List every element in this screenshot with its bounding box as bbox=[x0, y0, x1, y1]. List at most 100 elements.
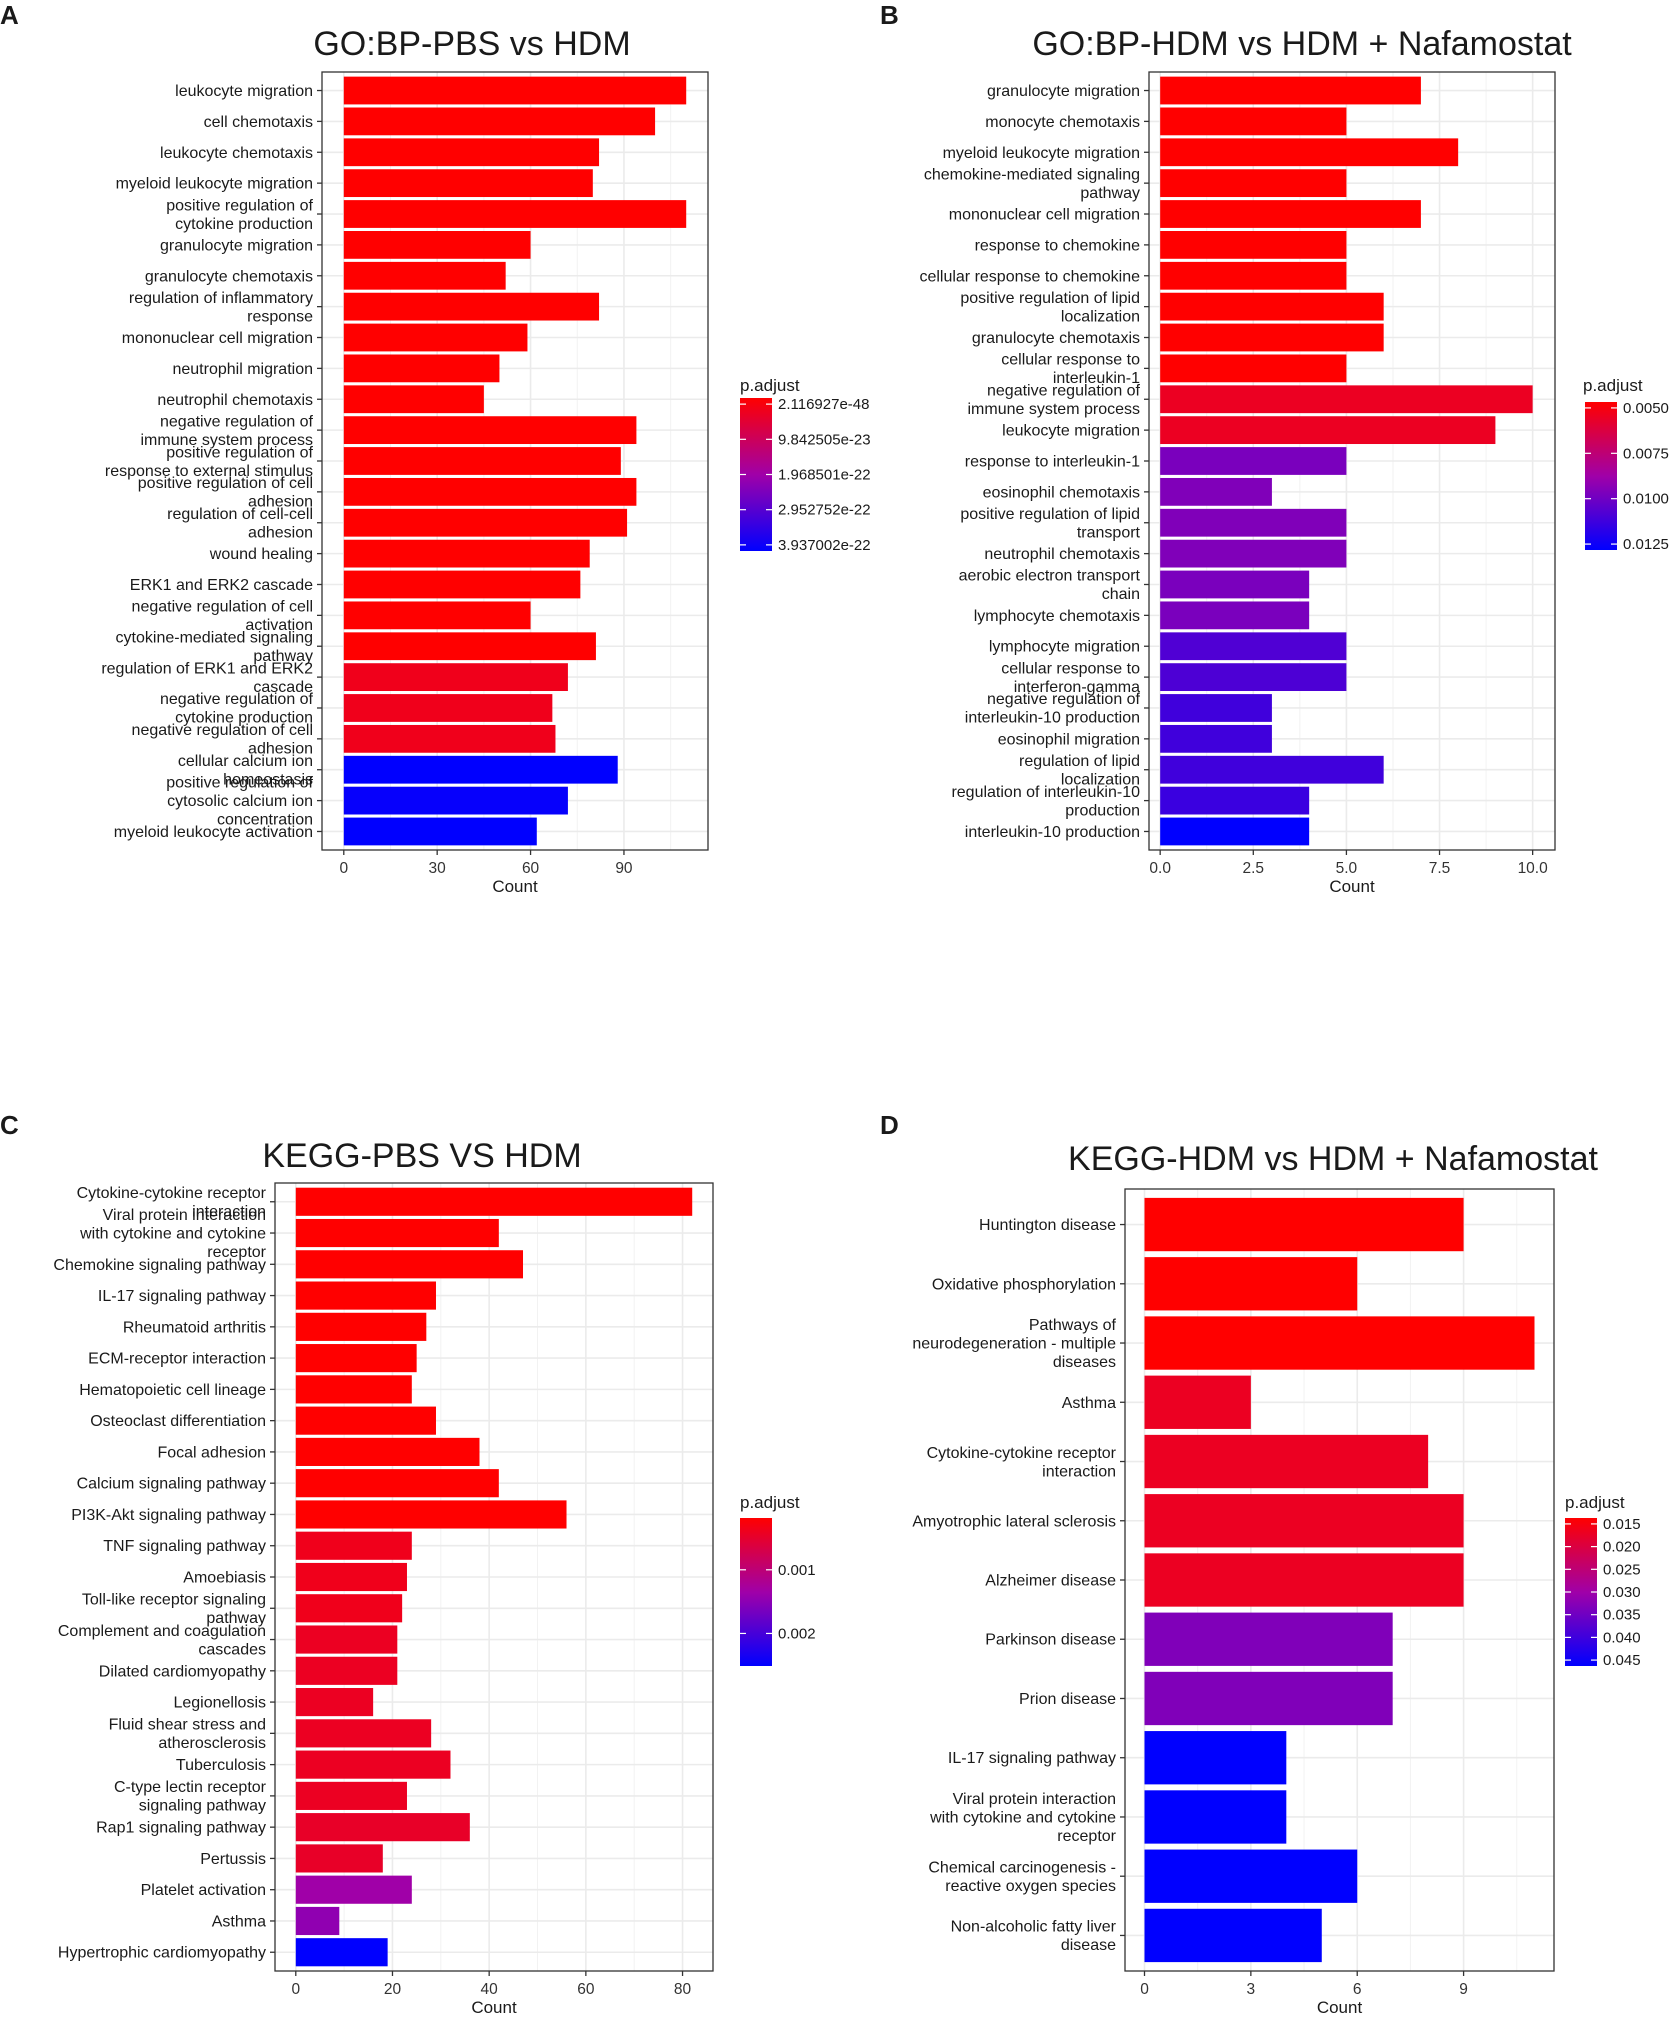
category-label: Tuberculosis bbox=[176, 1757, 266, 1774]
bar-hematopoietic-cell-lineage bbox=[295, 1375, 412, 1404]
category-label: C-type lectin receptor signaling pathway bbox=[114, 1779, 267, 1815]
bar-cytokine-cytokine-receptor-interaction bbox=[295, 1187, 693, 1216]
bar-viral-protein-interaction-with-cytokine-and-cytokine-receptor bbox=[1144, 1790, 1287, 1844]
legend-colorbar bbox=[740, 1518, 772, 1666]
bar-lymphocyte-chemotaxis bbox=[1160, 601, 1310, 630]
category-label: regulation of ERK1 and ERK2 cascade bbox=[101, 660, 313, 696]
bar-myeloid-leukocyte-migration bbox=[343, 169, 593, 198]
bar-pi3k-akt-signaling-pathway bbox=[295, 1500, 567, 1529]
category-label: Alzheimer disease bbox=[985, 1573, 1116, 1590]
x-tick-label: 0 bbox=[1140, 1981, 1149, 1998]
x-tick-label: 6 bbox=[1353, 1981, 1362, 1998]
legend-label: 0.030 bbox=[1603, 1584, 1641, 1601]
category-label: positive regulation of lipid transport bbox=[960, 506, 1140, 542]
bar-dilated-cardiomyopathy bbox=[295, 1656, 398, 1685]
bar-eosinophil-migration bbox=[1160, 724, 1272, 753]
bar-pathways-of-neurodegeneration-multiple-diseases bbox=[1144, 1316, 1535, 1370]
bar-positive-regulation-of-response-to-external-stimulus bbox=[343, 447, 621, 475]
category-label: lymphocyte chemotaxis bbox=[974, 608, 1140, 625]
bar-positive-regulation-of-cytosolic-calcium-ion-concentration bbox=[343, 786, 568, 815]
category-label: chemokine-mediated signaling pathway bbox=[924, 166, 1140, 202]
bar-leukocyte-migration bbox=[1160, 416, 1496, 445]
legend-label: 0.035 bbox=[1603, 1607, 1641, 1624]
category-label: Legionellosis bbox=[173, 1695, 266, 1712]
legend-title: p.adjust bbox=[1583, 376, 1643, 395]
category-label: regulation of lipid localization bbox=[1019, 753, 1140, 789]
panel-border bbox=[1124, 1188, 1555, 1972]
category-label: negative regulation of cell activation bbox=[132, 599, 313, 635]
category-label: Pertussis bbox=[200, 1851, 266, 1868]
panel-c: C KEGG-PBS VS HDM Cytokine-cytokine recept… bbox=[0, 1110, 816, 2017]
x-tick-label: 0 bbox=[291, 1981, 300, 1998]
category-label: Asthma bbox=[1062, 1395, 1116, 1412]
bar-rheumatoid-arthritis bbox=[295, 1312, 427, 1341]
panel-b: B GO:BP-HDM vs HDM + Nafamostat granulocyt… bbox=[880, 0, 1669, 896]
bar-negative-regulation-of-cytokine-production bbox=[343, 694, 553, 722]
category-label: myeloid leukocyte migration bbox=[116, 176, 313, 193]
chart-title: GO:BP-PBS vs HDM bbox=[313, 25, 630, 63]
bar-negative-regulation-of-interleukin-10-production bbox=[1160, 694, 1272, 722]
panel-border bbox=[321, 71, 709, 851]
bar-response-to-interleukin-1 bbox=[1160, 447, 1347, 475]
category-label: response to interleukin-1 bbox=[965, 454, 1140, 471]
bar-regulation-of-interleukin-10-production bbox=[1160, 786, 1310, 815]
bar-cellular-response-to-chemokine bbox=[1160, 261, 1347, 290]
bar-aerobic-electron-transport-chain bbox=[1160, 570, 1310, 599]
bar-legionellosis bbox=[295, 1688, 374, 1717]
bar-erk1-and-erk2-cascade bbox=[343, 570, 581, 599]
x-tick-label: 3 bbox=[1247, 1981, 1256, 1998]
bar-toll-like-receptor-signaling-pathway bbox=[295, 1594, 403, 1623]
x-tick-label: 40 bbox=[481, 1981, 499, 1998]
category-label: Viral protein interaction with cytokine a… bbox=[929, 1791, 1117, 1845]
bar-cellular-response-to-interleukin-1 bbox=[1160, 354, 1347, 383]
bar-asthma bbox=[295, 1906, 340, 1936]
category-label: Cytokine-cytokine receptor interaction bbox=[927, 1445, 1117, 1481]
legend-label: 0.020 bbox=[1603, 1539, 1641, 1556]
x-axis-label: Count bbox=[471, 1998, 517, 2014]
category-label: Cytokine-cytokine receptor interaction bbox=[77, 1185, 267, 1221]
bar-il-17-signaling-pathway bbox=[295, 1281, 436, 1310]
x-tick-label: 10.0 bbox=[1518, 860, 1549, 877]
panel-border bbox=[274, 1182, 714, 1972]
category-label: eosinophil chemotaxis bbox=[983, 484, 1140, 501]
bar-cellular-calcium-ion-homeostasis bbox=[343, 755, 618, 784]
legend-label: 9.842505e-23 bbox=[778, 431, 871, 448]
category-label: Amoebiasis bbox=[183, 1570, 266, 1587]
bar-hypertrophic-cardiomyopathy bbox=[295, 1938, 388, 1967]
category-label: Pathways of neurodegeneration - multiple d… bbox=[912, 1317, 1116, 1371]
category-label: negative regulation of cytokine productio… bbox=[160, 691, 314, 727]
category-label: cellular response to interferon-gamma bbox=[1001, 660, 1140, 696]
bar-granulocyte-migration bbox=[1160, 76, 1421, 105]
bar-granulocyte-chemotaxis bbox=[1160, 323, 1384, 352]
bar-regulation-of-cell-cell-adhesion bbox=[343, 508, 628, 537]
bar-regulation-of-inflammatory-response bbox=[343, 292, 600, 321]
category-label: aerobic electron transport chain bbox=[959, 568, 1141, 604]
x-tick-label: 80 bbox=[674, 1981, 692, 1998]
category-label: cell chemotaxis bbox=[204, 114, 313, 131]
bar-complement-and-coagulation-cascades bbox=[295, 1625, 398, 1654]
bar-wound-healing bbox=[343, 539, 590, 568]
category-label: IL-17 signaling pathway bbox=[98, 1288, 266, 1305]
legend-title: p.adjust bbox=[1565, 1493, 1625, 1512]
category-label: cytokine-mediated signaling pathway bbox=[116, 629, 313, 665]
bar-leukocyte-chemotaxis bbox=[343, 138, 600, 167]
x-tick-label: 60 bbox=[522, 860, 540, 877]
category-label: ECM-receptor interaction bbox=[88, 1351, 266, 1368]
bar-lymphocyte-migration bbox=[1160, 632, 1347, 661]
category-label: leukocyte chemotaxis bbox=[160, 145, 313, 162]
bar-regulation-of-lipid-localization bbox=[1160, 755, 1384, 784]
bar-alzheimer-disease bbox=[1144, 1553, 1464, 1607]
bar-interleukin-10-production bbox=[1160, 817, 1310, 846]
bar-amoebiasis bbox=[295, 1562, 407, 1592]
category-label: Non-alcoholic fatty liver disease bbox=[951, 1919, 1117, 1955]
category-label: Chemical carcinogenesis -reactive oxygen… bbox=[928, 1859, 1116, 1895]
category-label: negative regulation of immune system proc… bbox=[968, 383, 1141, 419]
category-label: Focal adhesion bbox=[157, 1444, 266, 1461]
x-axis-label: Count bbox=[492, 877, 538, 896]
legend-label: 0.0125 bbox=[1623, 536, 1669, 553]
category-label: myeloid leukocyte migration bbox=[943, 145, 1140, 162]
bar-negative-regulation-of-immune-system-process bbox=[1160, 385, 1533, 414]
legend-label: 0.0100 bbox=[1623, 491, 1669, 508]
category-label: Viral protein interaction with cytokine a… bbox=[79, 1207, 267, 1261]
